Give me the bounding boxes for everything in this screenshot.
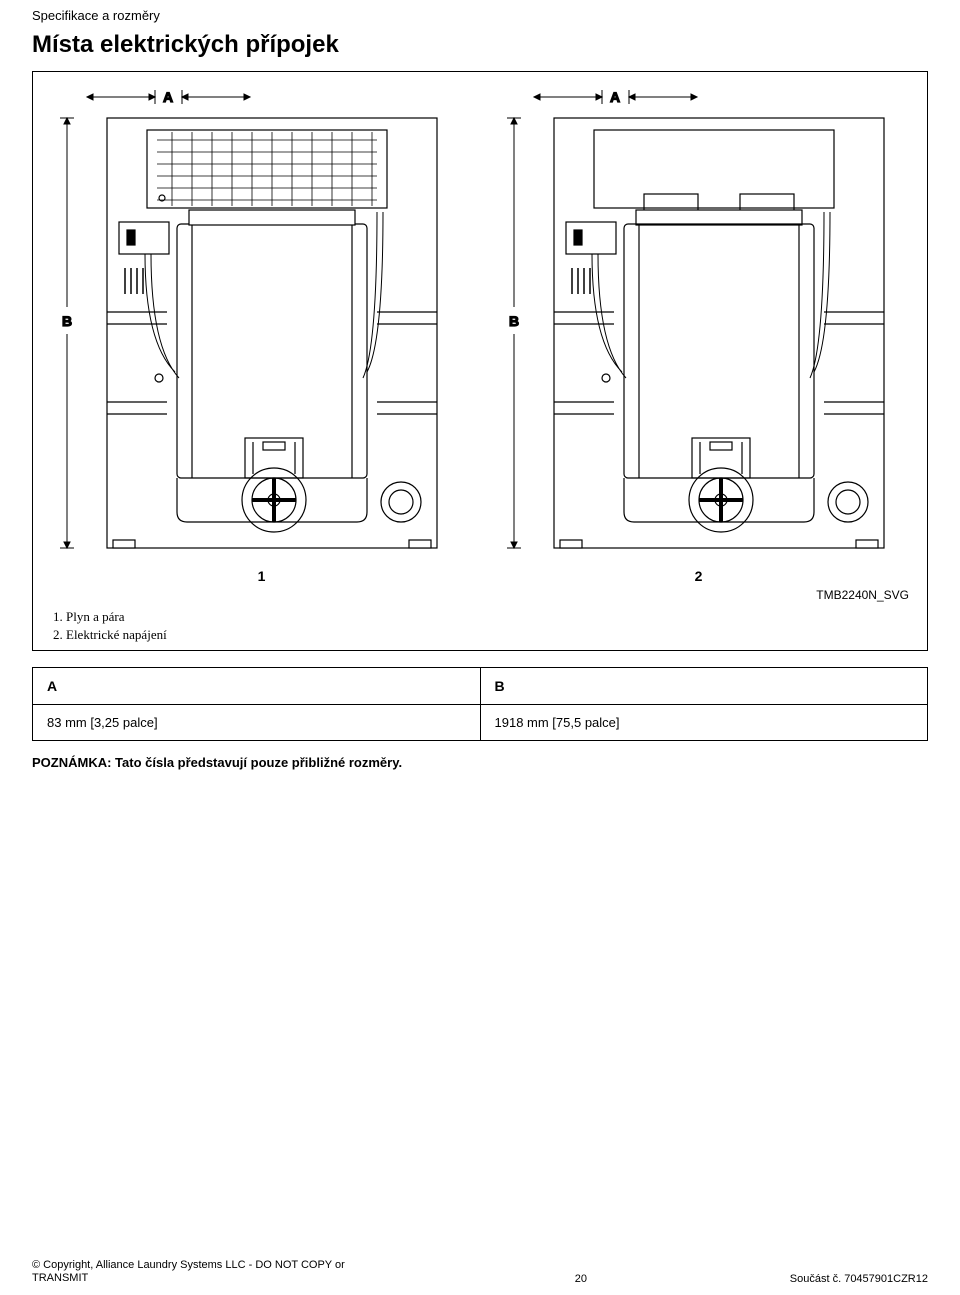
table-value-b: 1918 mm [75,5 palce] <box>480 705 928 741</box>
table-header-b: B <box>480 668 928 705</box>
svg-text:A: A <box>609 89 619 105</box>
dim-label-b: B <box>61 313 71 329</box>
table-row: 83 mm [3,25 palce] 1918 mm [75,5 palce] <box>33 705 928 741</box>
table-row: A B <box>33 668 928 705</box>
machine-diagram-right: A B <box>494 82 914 562</box>
diagram-right-wrap: A B <box>490 82 917 562</box>
dimension-table: A B 83 mm [3,25 palce] 1918 mm [75,5 pal… <box>32 667 928 741</box>
diagram-row: A B <box>43 82 917 562</box>
figure-box: A B <box>32 71 928 651</box>
dim-label-a: A <box>162 89 172 105</box>
figure-num-2: 2 <box>480 568 917 584</box>
diagram-left-wrap: A B <box>43 82 470 562</box>
breadcrumb: Specifikace a rozměry <box>32 8 160 23</box>
page-footer: © Copyright, Alliance Laundry Systems LL… <box>0 1259 960 1285</box>
legend-item-2: 2. Elektrické napájení <box>53 626 917 644</box>
svg-text:B: B <box>508 313 518 329</box>
note-text: POZNÁMKA: Tato čísla představují pouze p… <box>32 755 452 772</box>
footer-page-number: 20 <box>575 1273 587 1285</box>
legend-item-1: 1. Plyn a pára <box>53 608 917 626</box>
page-header: Specifikace a rozměry <box>0 0 960 23</box>
figure-legend: 1. Plyn a pára 2. Elektrické napájení <box>43 602 917 646</box>
table-value-a: 83 mm [3,25 palce] <box>33 705 481 741</box>
figure-svg-ref: TMB2240N_SVG <box>43 588 917 602</box>
figure-num-1: 1 <box>43 568 480 584</box>
machine-diagram-left: A B <box>47 82 467 562</box>
footer-part-ref: Součást č. 70457901CZR12 <box>790 1273 928 1285</box>
section-title: Místa elektrických přípojek <box>0 23 960 71</box>
figure-numbers: 1 2 <box>43 568 917 584</box>
footer-copyright: © Copyright, Alliance Laundry Systems LL… <box>32 1259 372 1285</box>
table-header-a: A <box>33 668 481 705</box>
